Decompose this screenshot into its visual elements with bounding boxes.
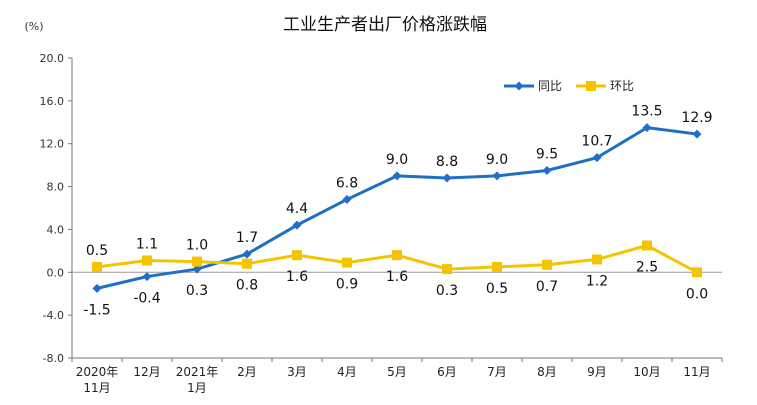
data-point: [642, 240, 652, 251]
x-tick-label: 10月: [633, 365, 660, 379]
data-label: 0.8: [236, 278, 258, 294]
data-label: 6.8: [336, 175, 358, 191]
y-tick-label: 0.0: [47, 266, 65, 279]
y-tick-label: 4.0: [47, 223, 65, 236]
data-label: -1.5: [83, 302, 110, 318]
data-label: 8.8: [436, 154, 458, 170]
data-point: [242, 249, 252, 259]
y-tick-label: 12.0: [40, 138, 65, 151]
x-tick-label: 4月: [337, 365, 357, 379]
data-point: [692, 129, 702, 139]
data-label: 9.0: [486, 152, 508, 168]
legend-label: 环比: [610, 79, 634, 93]
data-point: [292, 250, 302, 261]
x-tick-label: 8月: [537, 365, 557, 379]
data-point: [642, 123, 652, 133]
x-tick-label: 3月: [287, 365, 307, 379]
x-axis-ticks: 2020年 11月 12月 2021年 1月 2月 3月 4月 5月 6月 7月 8月 9月 10月 11月: [71, 358, 723, 395]
data-label: 0.9: [336, 277, 358, 293]
legend-item: 环比: [576, 79, 634, 93]
x-tick-label: 12月: [133, 365, 160, 379]
data-point: [142, 272, 152, 282]
data-label: 9.5: [536, 147, 558, 163]
data-point: [292, 220, 302, 230]
data-label: 1.7: [236, 230, 258, 246]
data-point: [542, 259, 552, 270]
data-label: 12.9: [681, 110, 712, 126]
data-label: 1.6: [286, 269, 308, 285]
y-tick-label: -8.0: [43, 352, 64, 365]
data-point: [442, 264, 452, 275]
data-label: 4.4: [286, 201, 308, 217]
x-tick-label: 5月: [387, 365, 407, 379]
x-tick-label: 2020年: [76, 365, 119, 379]
data-label: 0.3: [186, 283, 208, 299]
data-point: [192, 264, 202, 274]
data-point: [492, 261, 502, 272]
chart-title: 工业生产者出厂价格涨跌幅: [283, 15, 487, 35]
series-mom: 0.5 1.1 1.0 0.8 1.6 0.9 1.6 0.3 0.5 0.7 1.2 2.5 0.0: [86, 237, 708, 303]
y-axis-ticks: 20.0 16.0 12.0 8.0 4.0 0.0 -4.0 -8.0: [40, 52, 72, 365]
data-point: [142, 255, 152, 266]
data-point: [492, 171, 502, 181]
data-label: 9.0: [386, 152, 408, 168]
x-tick-label: 7月: [487, 365, 507, 379]
data-label: 10.7: [581, 134, 612, 150]
data-point: [192, 256, 202, 267]
data-point: [392, 171, 402, 181]
data-label: 0.5: [486, 281, 508, 297]
data-label: 13.5: [631, 104, 662, 120]
data-point: [242, 258, 252, 269]
y-unit-label: (%): [24, 20, 43, 33]
series-yoy: -1.5 -0.4 0.3 1.7 4.4 6.8 9.0 8.8 9.0 9.5 10.7 13.5…: [83, 104, 712, 319]
x-tick-label: 2021年: [176, 365, 219, 379]
series-layer: -1.5 -0.4 0.3 1.7 4.4 6.8 9.0 8.8 9.0 9.5 10.7 13.5…: [83, 104, 712, 319]
x-tick-label: 2月: [237, 365, 257, 379]
data-label: 0.7: [536, 279, 558, 295]
data-point: [342, 257, 352, 268]
x-tick-label: 9月: [587, 365, 607, 379]
data-label: 0.0: [686, 286, 708, 302]
data-point: [592, 254, 602, 265]
legend: 同比 环比: [504, 79, 634, 93]
x-tick-label: 11月: [83, 381, 110, 395]
y-tick-label: 16.0: [40, 95, 65, 108]
data-label: 0.3: [436, 283, 458, 299]
data-label: 1.1: [136, 237, 158, 253]
data-point: [392, 250, 402, 261]
legend-marker: [514, 81, 524, 91]
plot-area: [71, 58, 722, 359]
data-point: [442, 173, 452, 183]
data-label: 0.5: [86, 243, 108, 259]
legend-marker: [586, 81, 596, 91]
x-tick-label: 1月: [187, 381, 207, 395]
legend-label: 同比: [538, 79, 562, 93]
y-tick-label: 20.0: [40, 52, 65, 65]
data-label: 1.6: [386, 269, 408, 285]
data-label: 2.5: [636, 260, 658, 276]
data-label: -0.4: [133, 291, 160, 307]
data-point: [542, 166, 552, 175]
x-tick-label: 6月: [437, 365, 457, 379]
y-tick-label: 8.0: [47, 181, 65, 194]
data-point: [342, 194, 352, 204]
data-label: 1.2: [586, 273, 608, 289]
legend-item: 同比: [504, 79, 562, 93]
data-label: 1.0: [186, 238, 208, 254]
x-tick-label: 11月: [683, 365, 710, 379]
data-point: [692, 267, 702, 278]
data-point: [92, 261, 102, 272]
data-point: [592, 153, 602, 163]
y-tick-label: -4.0: [43, 309, 64, 322]
data-point: [92, 283, 102, 293]
